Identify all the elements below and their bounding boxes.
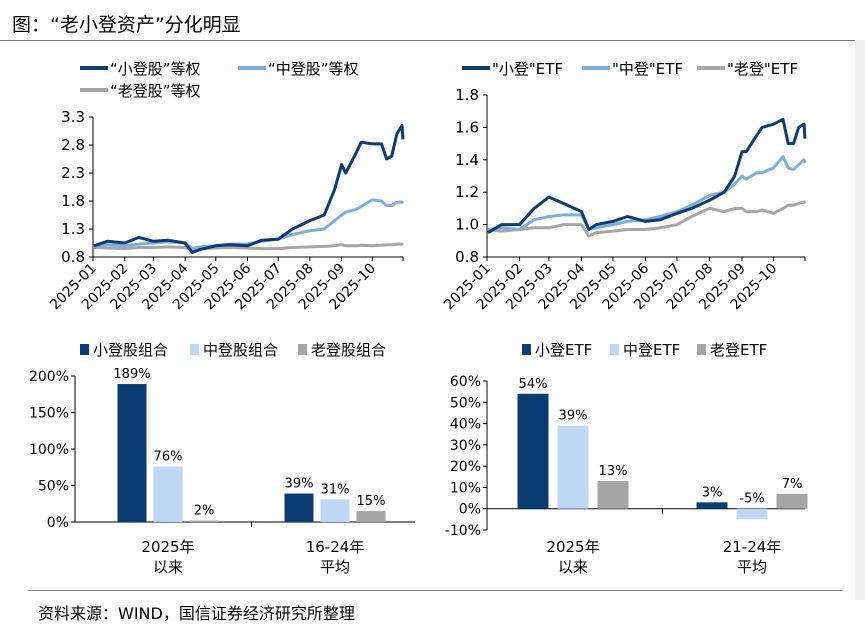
y-tick-label: 0%: [459, 502, 481, 518]
bar: [153, 466, 183, 522]
bar-data-label: -5%: [739, 492, 764, 507]
bar: [284, 493, 314, 522]
category-label: 平均: [737, 558, 767, 576]
legend-label: 老登ETF: [710, 341, 767, 359]
y-tick-label: 1.8: [61, 192, 85, 210]
legend-label: "小登"ETF: [492, 60, 563, 78]
y-tick-label: 30%: [450, 438, 481, 454]
y-tick-label: 150%: [29, 406, 69, 422]
series-line: [93, 123, 405, 254]
bar-data-label: 39%: [559, 409, 588, 424]
y-tick-label: 2.3: [61, 164, 85, 182]
bar-data-label: 39%: [285, 477, 314, 492]
title-divider: [0, 40, 865, 41]
bar: [189, 520, 219, 522]
y-tick-label: -10%: [445, 523, 481, 539]
series-line: [93, 242, 404, 252]
y-tick-label: 20%: [450, 459, 481, 475]
figure-title: 图：“老小登资产”分化明显: [12, 14, 241, 36]
y-tick-label: 1.0: [455, 216, 479, 234]
y-tick-label: 2.8: [61, 136, 85, 154]
y-tick-label: 10%: [450, 480, 481, 496]
bar-data-label: 76%: [154, 450, 183, 465]
legend-swatch: [610, 344, 619, 355]
bar-data-label: 2%: [194, 504, 215, 519]
series-line: [487, 200, 807, 238]
bar: [356, 511, 386, 522]
bar-data-label: 15%: [357, 494, 386, 509]
y-tick-label: 1.2: [455, 183, 479, 201]
y-tick-label: 0%: [47, 515, 69, 531]
legend-swatch: [298, 344, 307, 355]
legend-label: 小登股组合: [93, 341, 168, 359]
bar: [597, 481, 629, 509]
bar: [736, 508, 768, 520]
y-tick-label: 60%: [450, 374, 481, 390]
legend-swatch: [697, 344, 706, 355]
y-tick-label: 1.4: [455, 151, 479, 169]
y-tick-label: 200%: [29, 369, 69, 385]
bar-data-label: 7%: [782, 477, 803, 492]
category-label: 2025年: [141, 538, 194, 556]
y-tick-label: 50%: [450, 395, 481, 411]
legend-label: “小登股”等权: [110, 60, 201, 78]
series-line: [487, 155, 807, 231]
bar-data-label: 3%: [702, 485, 723, 500]
legend-label: 中登股组合: [203, 341, 278, 359]
category-label: 21-24年: [723, 538, 782, 556]
legend-label: 小登ETF: [535, 341, 592, 359]
y-tick-label: 50%: [38, 479, 69, 495]
legend-label: “老登股”等权: [110, 82, 201, 100]
series-line: [93, 198, 405, 251]
bar: [776, 493, 808, 509]
bar: [320, 499, 350, 522]
legend-label: "中登"ETF: [612, 60, 683, 78]
bar: [557, 425, 589, 509]
bar: [117, 384, 147, 522]
scrollbar-track[interactable]: [855, 40, 865, 600]
y-tick-label: 1.8: [455, 86, 479, 104]
source-divider: [28, 590, 843, 591]
category-label: 以来: [153, 558, 183, 576]
legend-swatch: [80, 344, 89, 355]
bar-data-label: 13%: [599, 464, 628, 479]
bar-data-label: 31%: [321, 482, 350, 497]
bar: [696, 502, 728, 509]
y-tick-label: 3.3: [61, 108, 85, 126]
y-tick-label: 100%: [29, 442, 69, 458]
category-label: 平均: [320, 558, 350, 576]
y-tick-label: 0.8: [455, 248, 479, 266]
y-tick-label: 40%: [450, 417, 481, 433]
bar-data-label: 189%: [113, 367, 150, 382]
legend-label: "老登"ETF: [727, 60, 798, 78]
series-line: [487, 117, 807, 234]
bar-data-label: 54%: [519, 377, 548, 392]
legend-swatch: [522, 344, 531, 355]
y-tick-label: 0.8: [61, 248, 85, 266]
legend-label: 中登ETF: [623, 341, 680, 359]
y-tick-label: 1.6: [455, 118, 479, 136]
category-label: 16-24年: [306, 538, 365, 556]
legend-label: “中登股”等权: [268, 60, 359, 78]
legend-swatch: [190, 344, 199, 355]
bar: [517, 393, 549, 509]
y-tick-label: 1.3: [61, 220, 85, 238]
category-label: 2025年: [546, 538, 599, 556]
source-note: 资料来源：WIND，国信证券经济研究所整理: [38, 604, 355, 623]
category-label: 以来: [558, 558, 588, 576]
legend-label: 老登股组合: [311, 341, 386, 359]
